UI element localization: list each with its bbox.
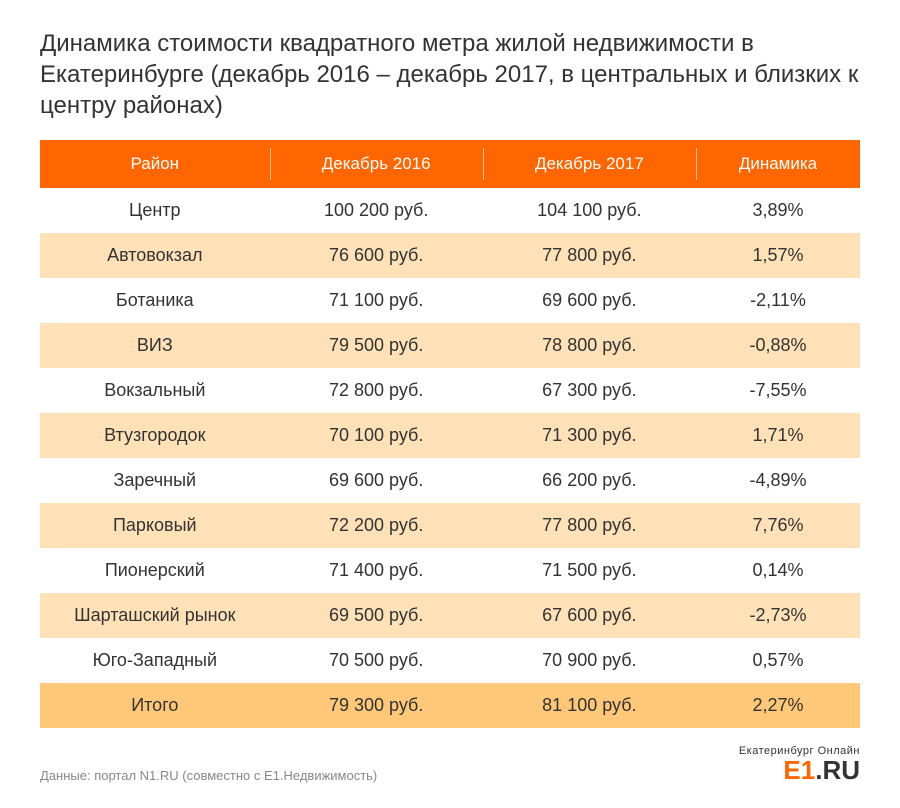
total-2017: 81 100 руб. — [483, 683, 696, 728]
cell-district: Пионерский — [40, 548, 270, 593]
cell-dyn: -2,11% — [696, 278, 860, 323]
cell-p2016: 69 500 руб. — [270, 593, 483, 638]
cell-dyn: 7,76% — [696, 503, 860, 548]
cell-dyn: -0,88% — [696, 323, 860, 368]
cell-p2016: 71 100 руб. — [270, 278, 483, 323]
cell-p2017: 67 300 руб. — [483, 368, 696, 413]
table-row: Ботаника71 100 руб.69 600 руб.-2,11% — [40, 278, 860, 323]
page-title: Динамика стоимости квадратного метра жил… — [40, 28, 860, 122]
table-row: ВИЗ79 500 руб.78 800 руб.-0,88% — [40, 323, 860, 368]
price-table: Район Декабрь 2016 Декабрь 2017 Динамика… — [40, 140, 860, 728]
cell-p2016: 76 600 руб. — [270, 233, 483, 278]
cell-dyn: 0,14% — [696, 548, 860, 593]
table-row: Парковый72 200 руб.77 800 руб.7,76% — [40, 503, 860, 548]
cell-district: ВИЗ — [40, 323, 270, 368]
footer: Данные: портал N1.RU (совместно с Е1.Нед… — [40, 746, 860, 783]
cell-p2017: 66 200 руб. — [483, 458, 696, 503]
table-header-row: Район Декабрь 2016 Декабрь 2017 Динамика — [40, 140, 860, 188]
cell-p2016: 70 500 руб. — [270, 638, 483, 683]
cell-dyn: 1,71% — [696, 413, 860, 458]
cell-p2017: 77 800 руб. — [483, 233, 696, 278]
cell-dyn: 1,57% — [696, 233, 860, 278]
table-row: Шарташский рынок69 500 руб.67 600 руб.-2… — [40, 593, 860, 638]
cell-dyn: 3,89% — [696, 188, 860, 233]
logo-main: E1.RU — [739, 757, 860, 783]
cell-district: Юго-Западный — [40, 638, 270, 683]
table-row: Вокзальный72 800 руб.67 300 руб.-7,55% — [40, 368, 860, 413]
cell-p2017: 77 800 руб. — [483, 503, 696, 548]
cell-p2017: 70 900 руб. — [483, 638, 696, 683]
cell-p2017: 104 100 руб. — [483, 188, 696, 233]
cell-district: Автовокзал — [40, 233, 270, 278]
col-header-district: Район — [40, 140, 270, 188]
cell-p2016: 70 100 руб. — [270, 413, 483, 458]
source-text: Данные: портал N1.RU (совместно с Е1.Нед… — [40, 768, 377, 783]
table-row: Автовокзал76 600 руб.77 800 руб.1,57% — [40, 233, 860, 278]
cell-p2016: 71 400 руб. — [270, 548, 483, 593]
cell-dyn: -4,89% — [696, 458, 860, 503]
col-header-2016: Декабрь 2016 — [270, 140, 483, 188]
cell-district: Вокзальный — [40, 368, 270, 413]
cell-p2017: 71 300 руб. — [483, 413, 696, 458]
cell-district: Втузгородок — [40, 413, 270, 458]
cell-district: Центр — [40, 188, 270, 233]
cell-district: Парковый — [40, 503, 270, 548]
cell-dyn: -2,73% — [696, 593, 860, 638]
cell-p2016: 72 200 руб. — [270, 503, 483, 548]
total-2016: 79 300 руб. — [270, 683, 483, 728]
cell-p2017: 67 600 руб. — [483, 593, 696, 638]
table-total-row: Итого 79 300 руб. 81 100 руб. 2,27% — [40, 683, 860, 728]
site-logo: Екатеринбург Онлайн E1.RU — [739, 746, 860, 783]
cell-p2017: 69 600 руб. — [483, 278, 696, 323]
table-row: Юго-Западный70 500 руб.70 900 руб.0,57% — [40, 638, 860, 683]
cell-p2017: 78 800 руб. — [483, 323, 696, 368]
total-label: Итого — [40, 683, 270, 728]
col-header-dynamics: Динамика — [696, 140, 860, 188]
cell-district: Заречный — [40, 458, 270, 503]
cell-dyn: -7,55% — [696, 368, 860, 413]
cell-district: Ботаника — [40, 278, 270, 323]
cell-p2016: 79 500 руб. — [270, 323, 483, 368]
table-row: Пионерский71 400 руб.71 500 руб.0,14% — [40, 548, 860, 593]
cell-dyn: 0,57% — [696, 638, 860, 683]
cell-p2016: 72 800 руб. — [270, 368, 483, 413]
table-row: Заречный69 600 руб.66 200 руб.-4,89% — [40, 458, 860, 503]
logo-e1: E1 — [783, 755, 815, 785]
cell-p2017: 71 500 руб. — [483, 548, 696, 593]
cell-p2016: 69 600 руб. — [270, 458, 483, 503]
table-row: Центр100 200 руб.104 100 руб.3,89% — [40, 188, 860, 233]
col-header-2017: Декабрь 2017 — [483, 140, 696, 188]
logo-ru: .RU — [815, 755, 860, 785]
table-row: Втузгородок70 100 руб.71 300 руб.1,71% — [40, 413, 860, 458]
total-dynamics: 2,27% — [696, 683, 860, 728]
cell-p2016: 100 200 руб. — [270, 188, 483, 233]
cell-district: Шарташский рынок — [40, 593, 270, 638]
